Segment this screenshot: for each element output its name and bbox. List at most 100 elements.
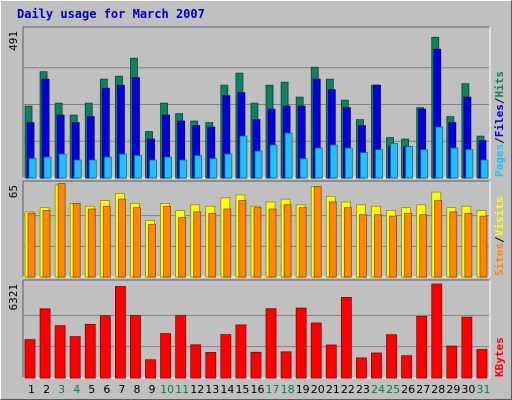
day-label: 7	[118, 383, 125, 396]
kbytes-bar	[416, 316, 428, 379]
chart-title: Daily usage for March 2007	[17, 7, 205, 21]
sites-bar	[42, 210, 51, 278]
day-label: 26	[401, 383, 415, 396]
day-label: 21	[326, 383, 340, 396]
kbytes-bar	[446, 345, 458, 379]
pages-bar	[149, 159, 157, 179]
legend-pages: Pages	[493, 144, 506, 177]
pages-bar	[103, 156, 112, 179]
kbytes-bar	[461, 316, 473, 379]
sites-bar	[178, 217, 187, 278]
day-label: 22	[341, 383, 355, 396]
sites-bar	[283, 204, 292, 278]
pages-bar	[329, 144, 338, 179]
kbytes-bar	[160, 333, 171, 379]
sites-bar	[102, 205, 111, 278]
kbytes-bar	[250, 351, 262, 379]
day-label: 5	[88, 383, 95, 396]
sites-bar	[404, 212, 413, 278]
pages-bar	[254, 150, 263, 179]
legend-2: Sites/Visits	[493, 197, 506, 277]
day-label: 1	[28, 383, 35, 396]
sites-bar	[268, 208, 277, 278]
sites-bar	[464, 212, 473, 278]
sites-bar	[87, 208, 96, 278]
pages-bar	[360, 152, 368, 179]
legend-kbytes: KBytes	[493, 337, 506, 377]
day-label: 12	[190, 383, 204, 396]
sites-bar	[72, 202, 81, 278]
kbytes-bar	[356, 357, 367, 379]
day-label: 8	[133, 383, 140, 396]
y-axis-max-label: 65	[7, 185, 20, 198]
pages-bar	[134, 155, 142, 179]
sites-bar	[27, 212, 36, 278]
sites-bar	[313, 186, 322, 278]
day-label: 28	[431, 383, 445, 396]
kbytes-bar	[265, 308, 277, 379]
pages-bar	[435, 126, 444, 179]
kbytes-bar	[69, 336, 81, 379]
legend-separator: /	[493, 236, 506, 243]
day-label: 27	[416, 383, 430, 396]
kbytes-bar	[24, 339, 36, 379]
pages-bar	[284, 132, 293, 179]
sites-bar	[374, 214, 382, 278]
sites-bar	[479, 215, 488, 278]
pages-bar	[179, 159, 188, 179]
pages-bar	[118, 153, 127, 179]
kbytes-bar	[190, 344, 202, 379]
kbytes-bar	[114, 286, 126, 379]
pages-bar	[209, 158, 218, 179]
day-label: 10	[160, 383, 174, 396]
kbytes-bar	[54, 325, 66, 379]
pages-bar	[58, 153, 67, 179]
day-label: 14	[220, 383, 234, 396]
legend-separator: /	[493, 97, 506, 104]
sites-bar	[298, 207, 307, 278]
pages-bar	[375, 149, 383, 179]
legend-visits: Visits	[493, 197, 506, 237]
day-label: 4	[73, 383, 80, 396]
pages-bar	[269, 144, 278, 179]
day-label: 30	[461, 383, 475, 396]
pages-bar	[405, 146, 414, 179]
kbytes-bar	[99, 315, 111, 379]
day-label: 25	[386, 383, 400, 396]
sites-bar	[163, 205, 171, 278]
kbytes-bar	[340, 296, 352, 379]
kbytes-bar	[386, 334, 397, 379]
kbytes-bar	[84, 323, 96, 379]
pages-bar	[465, 149, 474, 179]
kbytes-bar	[145, 359, 156, 379]
sites-bar	[449, 211, 458, 278]
day-label: 2	[43, 383, 50, 396]
sites-bar	[117, 198, 126, 278]
day-label: 11	[175, 383, 189, 396]
kbytes-bar	[476, 349, 488, 379]
sites-bar	[223, 208, 232, 278]
sites-bar	[359, 214, 367, 278]
legend-sites: Sites	[493, 243, 506, 276]
sites-bar	[148, 224, 156, 278]
sites-bar	[208, 212, 217, 278]
day-label: 19	[296, 383, 310, 396]
kbytes-bar	[235, 324, 247, 379]
kbytes-bar	[175, 315, 187, 379]
pages-bar	[420, 149, 429, 179]
pages-bar	[480, 159, 489, 179]
y-axis-max-label: 491	[7, 31, 20, 51]
pages-bar	[73, 159, 82, 179]
legend-separator: /	[493, 137, 506, 144]
sites-bar	[434, 200, 443, 278]
kbytes-bar	[310, 322, 322, 379]
day-label: 23	[356, 383, 370, 396]
pages-bar	[224, 153, 233, 179]
day-label: 20	[311, 383, 325, 396]
legend-hits: Hits	[493, 71, 506, 98]
day-label: 31	[476, 383, 490, 396]
day-label: 16	[251, 383, 265, 396]
pages-bar	[28, 158, 37, 179]
kbytes-bar	[280, 351, 292, 379]
day-label: 18	[281, 383, 295, 396]
